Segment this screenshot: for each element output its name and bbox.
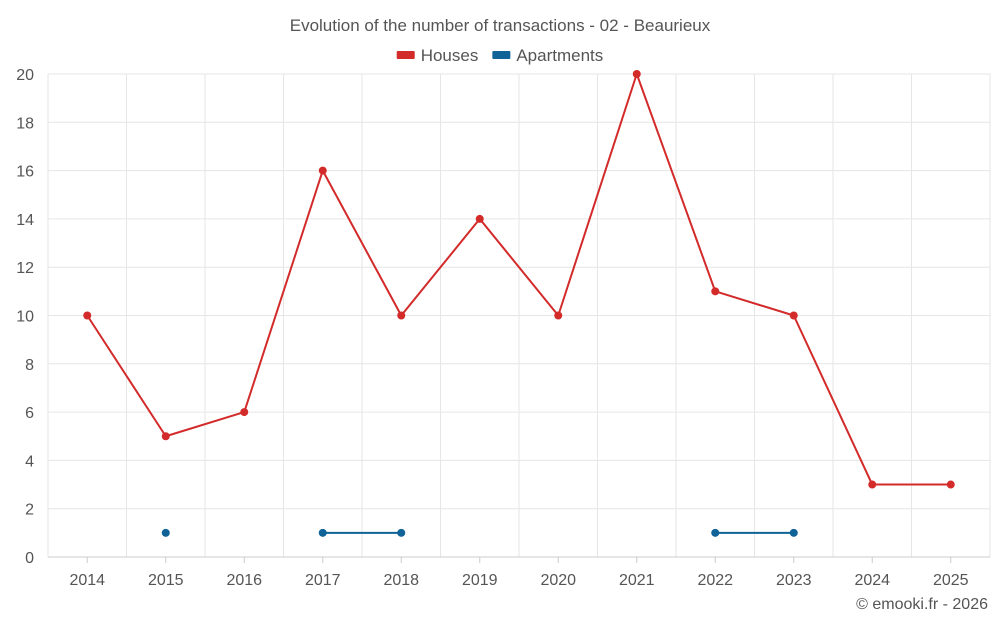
x-tick-label: 2019 — [462, 572, 498, 589]
y-tick-label: 4 — [25, 453, 34, 470]
legend-item-houses[interactable]: Houses — [396, 46, 479, 65]
data-point-houses-2020[interactable] — [554, 311, 563, 320]
legend-swatch — [492, 51, 511, 59]
legend-swatch — [396, 51, 415, 59]
x-tick-label: 2018 — [383, 572, 419, 589]
data-point-houses-2018[interactable] — [397, 311, 406, 320]
y-axis: 0 2 4 6 8 10 12 14 16 18 20 — [16, 67, 34, 567]
y-tick-label: 6 — [25, 405, 34, 422]
x-tick-label: 2020 — [540, 572, 576, 589]
data-point-apartments-2022[interactable] — [711, 528, 720, 537]
data-point-houses-2021[interactable] — [632, 70, 641, 78]
data-point-houses-2017[interactable] — [318, 166, 327, 175]
series-line-houses — [86, 73, 951, 486]
data-point-houses-2016[interactable] — [240, 408, 249, 417]
data-point-houses-2019[interactable] — [475, 214, 484, 223]
data-point-houses-2025[interactable] — [946, 480, 955, 489]
legend-label: Apartments — [516, 46, 603, 65]
data-point-houses-2024[interactable] — [868, 480, 877, 489]
data-point-apartments-2015[interactable] — [161, 528, 170, 537]
x-tick-label: 2023 — [776, 572, 812, 589]
y-tick-label: 16 — [16, 164, 34, 181]
x-tick-label: 2014 — [69, 572, 105, 589]
data-point-apartments-2017[interactable] — [318, 528, 327, 537]
x-axis: 2014 2015 2016 2017 2018 2019 2020 2021 2022 2023… — [48, 556, 990, 589]
x-tick-label: 2017 — [305, 572, 341, 589]
data-point-houses-2015[interactable] — [161, 432, 170, 441]
y-tick-label: 8 — [25, 357, 34, 374]
y-tick-label: 10 — [16, 309, 34, 326]
data-point-apartments-2023[interactable] — [789, 528, 798, 537]
legend-label: Houses — [421, 46, 479, 65]
legend: Houses Apartments — [396, 46, 603, 65]
x-tick-label: 2025 — [933, 572, 969, 589]
x-tick-label: 2021 — [619, 572, 655, 589]
data-point-houses-2022[interactable] — [711, 287, 720, 296]
y-tick-label: 0 — [25, 550, 34, 567]
series-apartments — [161, 528, 798, 537]
x-tick-label: 2024 — [854, 572, 890, 589]
y-tick-label: 2 — [25, 502, 34, 519]
x-tick-label: 2016 — [226, 572, 262, 589]
data-point-apartments-2018[interactable] — [397, 528, 406, 537]
gridlines — [47, 73, 991, 557]
legend-item-apartments[interactable]: Apartments — [492, 46, 603, 65]
y-tick-label: 18 — [16, 115, 34, 132]
x-tick-label: 2015 — [148, 572, 184, 589]
y-tick-label: 20 — [16, 67, 34, 84]
copyright-credit: © emooki.fr - 2026 — [856, 596, 988, 613]
data-point-houses-2023[interactable] — [789, 311, 798, 320]
data-point-houses-2014[interactable] — [83, 311, 92, 320]
series-layer — [83, 70, 955, 537]
y-tick-label: 12 — [16, 260, 34, 277]
chart-title: Evolution of the number of transactions … — [290, 16, 711, 35]
x-tick-label: 2022 — [697, 572, 733, 589]
y-tick-label: 14 — [16, 212, 34, 229]
series-houses — [83, 70, 955, 489]
